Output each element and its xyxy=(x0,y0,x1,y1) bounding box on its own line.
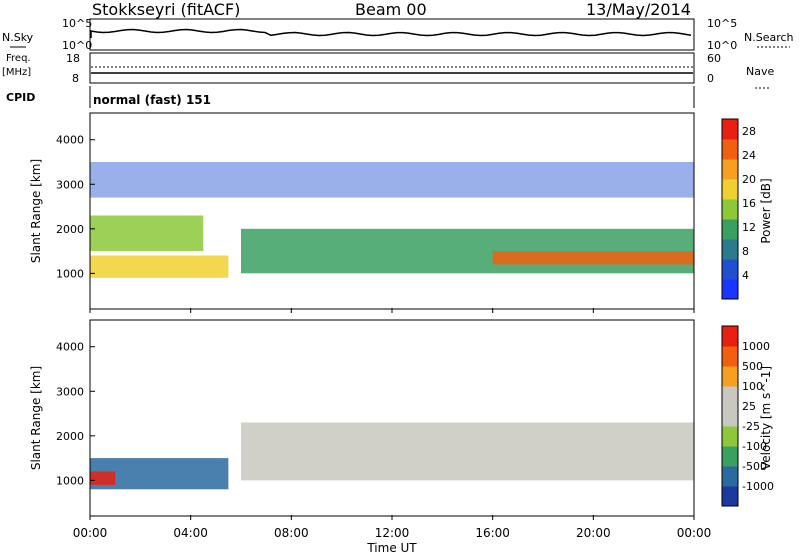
x-axis-label: Time UT xyxy=(366,541,417,554)
freq-left-tick-top: 18 xyxy=(66,52,80,65)
freq-strip-frame xyxy=(89,52,695,84)
y-tick-label: 4000 xyxy=(56,341,84,354)
y-tick-label: 3000 xyxy=(56,385,84,398)
noise-left-tick-top: 10^5 xyxy=(62,17,92,30)
beam-title: Beam 00 xyxy=(355,0,427,19)
scatter-band xyxy=(241,422,694,481)
scatter-band xyxy=(492,251,694,265)
noise-left-tick-bottom: 10^0 xyxy=(62,39,92,52)
station-title: Stokkseyri (fitACF) xyxy=(92,0,240,19)
colorbar-tick-label: 16 xyxy=(742,197,756,210)
nsearch-label: N.Search xyxy=(744,31,794,44)
colorbar-tick-label: -100 xyxy=(742,440,767,453)
x-tick-label: 04:00 xyxy=(173,526,208,540)
colorbar-tick-label: 1000 xyxy=(742,340,770,353)
colorbar-tick-label: -500 xyxy=(742,460,767,473)
y-tick-label: 1000 xyxy=(56,267,84,280)
colorbar-tick-label: 20 xyxy=(742,173,756,186)
cpid-text: normal (fast) 151 xyxy=(93,93,211,107)
colorbar-tick-label: 24 xyxy=(742,149,756,162)
noise-strip-frame xyxy=(89,18,695,51)
colorbar-cell xyxy=(722,326,738,347)
freq-units-label: [MHz] xyxy=(2,67,31,78)
colorbar-tick-label: 8 xyxy=(742,245,749,258)
colorbar-cell xyxy=(722,239,738,260)
y-tick-label: 4000 xyxy=(56,134,84,147)
colorbar-tick-label: 500 xyxy=(742,360,763,373)
colorbar-tick-label: -25 xyxy=(742,420,760,433)
noise-right-tick-bottom: 10^0 xyxy=(707,39,737,52)
freq-label: Freq. xyxy=(6,53,31,64)
power-panel-frame xyxy=(89,112,695,310)
noise-series-line xyxy=(90,28,692,38)
freq-right-tick-top: 60 xyxy=(707,52,721,65)
y-tick-label: 2000 xyxy=(56,223,84,236)
scatter-band xyxy=(90,255,229,278)
colorbar-cell xyxy=(722,346,738,367)
y-tick-label: 1000 xyxy=(56,474,84,487)
cpid-label: CPID xyxy=(6,91,35,104)
colorbar-cell xyxy=(722,486,738,507)
noise-right-tick-top: 10^5 xyxy=(707,17,737,30)
colorbar-cell xyxy=(722,139,738,160)
colorbar-tick-label: -1000 xyxy=(742,480,774,493)
colorbar-cell xyxy=(722,199,738,220)
velocity-colorbar: 1000 500 100 25 -25 -100 -500 -1000 xyxy=(721,325,774,507)
colorbar-cell xyxy=(722,366,738,387)
power-panel xyxy=(90,139,694,278)
colorbar-cell xyxy=(722,279,738,300)
x-tick-label: 08:00 xyxy=(274,526,309,540)
power-colorbar: 4 8 12 16 20 24 28 xyxy=(721,118,756,300)
colorbar-cell xyxy=(722,466,738,487)
x-tick-label: 00:00 xyxy=(73,526,108,540)
colorbar-cell xyxy=(722,159,738,180)
velocity-ylabel: Slant Range [km] xyxy=(29,366,43,470)
colorbar-tick-label: 25 xyxy=(742,400,756,413)
colorbar-cell xyxy=(722,406,738,427)
nsky-label: N.Sky xyxy=(2,31,34,44)
y-tick-labels: 1000 2000 3000 4000 1000 2000 3000 4000 xyxy=(56,134,84,488)
scatter-band xyxy=(241,228,694,274)
scatter-band xyxy=(90,471,116,485)
colorbar-frame xyxy=(721,118,739,300)
colorbar-cell xyxy=(722,426,738,447)
x-tick-label: 20:00 xyxy=(576,526,611,540)
y-tick-label: 3000 xyxy=(56,178,84,191)
freq-right-tick-bottom: 0 xyxy=(707,72,714,85)
colorbar-cell xyxy=(722,259,738,280)
date-title: 13/May/2014 xyxy=(586,0,691,19)
colorbar-cell xyxy=(722,119,738,140)
power-ylabel: Slant Range [km] xyxy=(29,159,43,263)
nave-label: Nave xyxy=(746,65,774,78)
colorbar-tick-label: 12 xyxy=(742,221,756,234)
colorbar-frame xyxy=(721,325,739,507)
colorbar-tick-label: 28 xyxy=(742,125,756,138)
x-tick-label: 00:00 xyxy=(677,526,712,540)
colorbar-cell xyxy=(722,219,738,240)
colorbar-cell xyxy=(722,446,738,467)
velocity-panel xyxy=(90,346,694,490)
velocity-colorbar-label: Velocity [m s^-1] xyxy=(759,366,773,470)
x-tick-labels: 00:00 04:00 08:00 12:00 16:00 20:00 00:00 xyxy=(73,308,712,540)
colorbar-tick-label: 4 xyxy=(742,269,749,282)
x-tick-label: 16:00 xyxy=(475,526,510,540)
colorbar-cell xyxy=(722,179,738,200)
y-tick-label: 2000 xyxy=(56,430,84,443)
freq-left-tick-bottom: 8 xyxy=(72,72,79,85)
power-colorbar-label: Power [dB] xyxy=(759,178,773,243)
colorbar-cell xyxy=(722,386,738,407)
colorbar-tick-label: 100 xyxy=(742,380,763,393)
scatter-band xyxy=(90,215,204,252)
scatter-band xyxy=(90,162,694,198)
x-tick-label: 12:00 xyxy=(375,526,410,540)
